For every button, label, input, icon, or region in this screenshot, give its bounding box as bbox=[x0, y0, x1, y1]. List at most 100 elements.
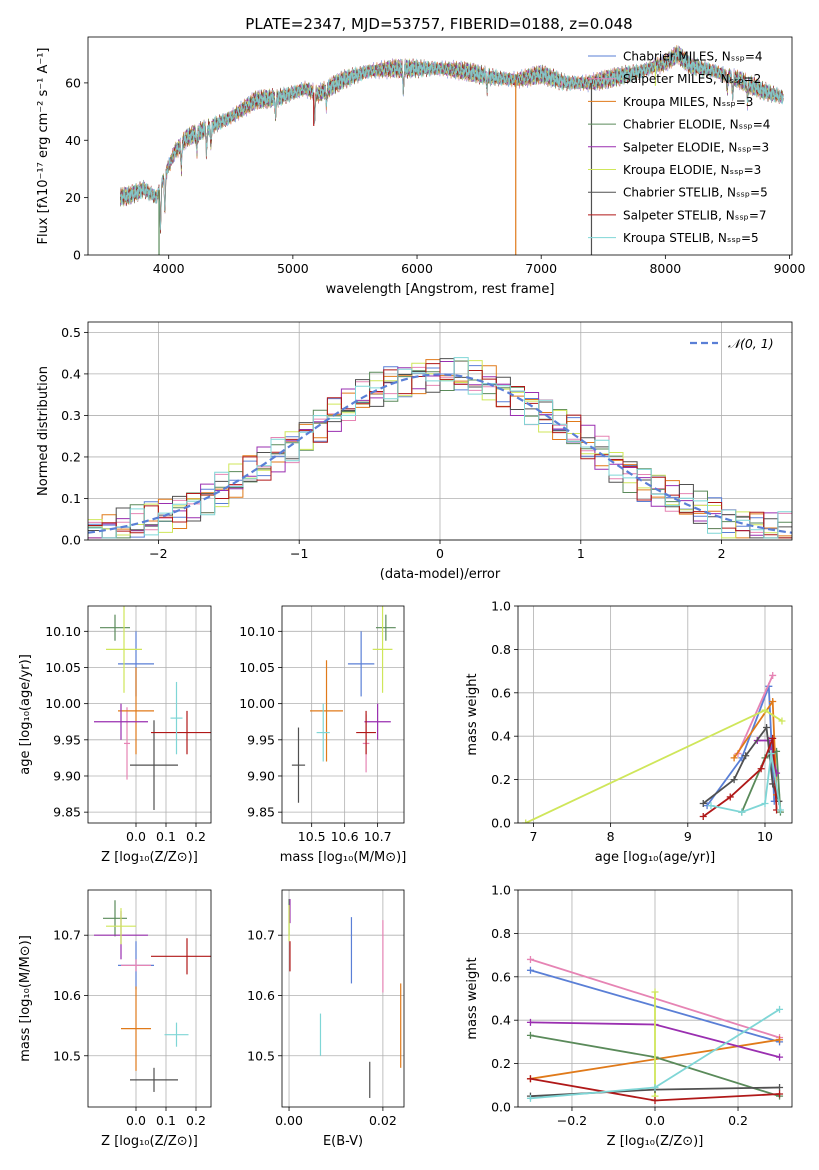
y-tick-label: 0.2 bbox=[491, 1056, 511, 1071]
y-tick-label: 0.5 bbox=[61, 325, 81, 340]
y-axis-label: Normed distribution bbox=[36, 366, 51, 496]
weight-marker-chabrier-stelib bbox=[742, 752, 750, 760]
y-tick-label: 10.00 bbox=[239, 696, 275, 711]
y-axis-label: mass weight bbox=[465, 673, 480, 755]
plot-area-residuals bbox=[88, 357, 792, 539]
histogram-salpeter-stelib bbox=[88, 363, 792, 539]
y-tick-label: 9.85 bbox=[247, 805, 275, 820]
y-axis-label: mass weight bbox=[465, 957, 480, 1039]
x-axis-label: mass [log₁₀(M/M⊙)] bbox=[280, 850, 407, 865]
x-tick-label: 0.00 bbox=[275, 1113, 303, 1128]
weight-marker-kroupa-stelib bbox=[767, 750, 775, 758]
x-tick-label: 8 bbox=[607, 829, 615, 844]
x-axis-label: Z [log₁₀(Z/Z⊙)] bbox=[101, 1134, 198, 1149]
x-tick-label: 5000 bbox=[277, 261, 309, 276]
y-tick-label: 10.6 bbox=[247, 988, 275, 1003]
x-tick-label: 7000 bbox=[525, 261, 557, 276]
y-axis-label: Flux [fλ10⁻¹⁷ erg cm⁻² s⁻¹ A⁻¹] bbox=[36, 48, 51, 245]
y-tick-label: 0 bbox=[73, 248, 81, 263]
x-tick-label: 0 bbox=[436, 546, 444, 561]
y-tick-label: 0.4 bbox=[491, 1013, 511, 1028]
y-tick-label: 40 bbox=[65, 133, 81, 148]
weight-marker-chabrier-stelib bbox=[763, 724, 771, 732]
panel-spectrum: 4000 5000 6000 7000 8000 9000 0 20 40 60 wavelengt… bbox=[36, 36, 806, 297]
x-axis-label: Z [log₁₀(Z/Z⊙)] bbox=[101, 850, 198, 865]
weight-marker-salpeter-stelib bbox=[776, 1090, 784, 1098]
weight-marker-salpeter-stelib bbox=[769, 734, 777, 742]
legend-entry-chabrier-stelib: Chabrier STELIB, Nₛₛₚ=5 bbox=[623, 186, 768, 200]
plot-area-spectrum bbox=[120, 45, 784, 255]
legend-entry-gaussian: 𝒩(0, 1) bbox=[728, 336, 774, 351]
panel-mass-age: 10.5 10.6 10.7 9.85 9.90 9.95 10.00 10.05 10.10 m… bbox=[239, 605, 407, 865]
y-tick-label: 0.4 bbox=[61, 366, 81, 381]
y-tick-label: 10.10 bbox=[239, 624, 275, 639]
x-tick-label: 7 bbox=[529, 829, 537, 844]
axes-frame bbox=[87, 605, 212, 824]
legend-entry-chabrier-elodie: Chabrier ELODIE, Nₛₛₚ=4 bbox=[623, 118, 770, 132]
x-axis-label: Z [log₁₀(Z/Z⊙)] bbox=[607, 1134, 704, 1149]
weight-marker-salpeter-stelib bbox=[651, 1096, 659, 1104]
x-tick-label: −0.2 bbox=[557, 1113, 587, 1128]
y-tick-label: 0.0 bbox=[491, 1100, 511, 1115]
plot-area-z-mass bbox=[94, 900, 211, 1092]
weight-marker-kroupa-elodie bbox=[651, 988, 659, 996]
panel-z-age: 0.0 0.1 0.2 9.85 9.90 9.95 10.00 10.05 10.10 Z [l… bbox=[18, 605, 212, 865]
y-tick-label: 0.8 bbox=[491, 926, 511, 941]
y-tick-label: 9.90 bbox=[247, 768, 275, 783]
gaussian-reference-curve bbox=[88, 373, 792, 534]
y-tick-label: 1.0 bbox=[491, 599, 511, 614]
plot-area-weight-z bbox=[526, 955, 784, 1104]
weight-marker-salpeter-stelib bbox=[526, 1075, 534, 1083]
x-axis-label: E(B-V) bbox=[323, 1134, 363, 1149]
panel-residuals: −2 −1 0 1 2 0.0 0.1 0.2 0.3 0.4 0.5 (data-model)/er… bbox=[36, 321, 793, 582]
legend-entry-kroupa-elodie: Kroupa ELODIE, Nₛₛₚ=3 bbox=[623, 163, 761, 177]
panel-ebv-mass: 0.00 0.02 10.5 10.6 10.7 E(B-V) bbox=[247, 889, 405, 1149]
x-tick-label: 0.0 bbox=[645, 1113, 665, 1128]
y-axis-label: age [log₁₀(age/yr)] bbox=[18, 654, 33, 775]
weight-marker-kroupa-miles bbox=[730, 754, 738, 762]
weight-marker-kroupa-elodie bbox=[778, 717, 786, 725]
weight-marker-salpeter-miles bbox=[769, 671, 777, 679]
x-axis-label: wavelength [Angstrom, rest frame] bbox=[326, 282, 555, 297]
axes-frame bbox=[87, 321, 793, 541]
plot-area-mass-age bbox=[291, 606, 396, 803]
weight-marker-salpeter-elodie bbox=[776, 1053, 784, 1061]
weight-marker-kroupa-miles bbox=[776, 1036, 784, 1044]
weight-marker-kroupa-stelib bbox=[761, 799, 769, 807]
x-tick-label: 0.1 bbox=[156, 829, 176, 844]
panel-weight-age: 7 8 9 10 0.0 0.2 0.4 0.6 0.8 1.0 age [log₁₀(age/yr… bbox=[465, 599, 793, 865]
weight-marker-chabrier-stelib bbox=[699, 799, 707, 807]
weight-marker-salpeter-stelib bbox=[757, 765, 765, 773]
plot-area-z-age bbox=[94, 606, 211, 810]
plot-area-weight-age bbox=[522, 671, 786, 823]
weight-marker-kroupa-elodie bbox=[761, 706, 769, 714]
y-tick-label: 10.05 bbox=[45, 660, 81, 675]
y-tick-label: 1.0 bbox=[491, 883, 511, 898]
x-tick-label: 0.0 bbox=[126, 1113, 146, 1128]
axes-frame bbox=[517, 889, 793, 1108]
y-tick-label: 0.2 bbox=[61, 449, 81, 464]
x-tick-label: −2 bbox=[149, 546, 167, 561]
y-tick-label: 0.6 bbox=[491, 685, 511, 700]
x-tick-label: 0.0 bbox=[126, 829, 146, 844]
weight-marker-chabrier-stelib bbox=[776, 1083, 784, 1091]
y-tick-label: 0.4 bbox=[491, 729, 511, 744]
x-tick-label: 9000 bbox=[774, 261, 806, 276]
y-tick-label: 0.0 bbox=[61, 533, 81, 548]
weight-marker-salpeter-stelib bbox=[699, 812, 707, 820]
axes-frame bbox=[517, 605, 793, 824]
x-tick-label: 0.2 bbox=[186, 1113, 206, 1128]
y-tick-label: 9.95 bbox=[247, 732, 275, 747]
y-tick-label: 10.5 bbox=[53, 1048, 81, 1063]
weight-marker-salpeter-elodie bbox=[526, 1018, 534, 1026]
weight-marker-kroupa-stelib bbox=[776, 806, 784, 814]
weight-marker-kroupa-miles bbox=[769, 697, 777, 705]
x-tick-label: 0.2 bbox=[728, 1113, 748, 1128]
x-tick-label: 9 bbox=[684, 829, 692, 844]
y-tick-label: 0.0 bbox=[491, 816, 511, 831]
weight-marker-kroupa-elodie bbox=[522, 819, 530, 823]
histogram-kroupa-stelib bbox=[88, 357, 792, 539]
x-tick-label: −1 bbox=[290, 546, 308, 561]
y-tick-label: 10.6 bbox=[53, 988, 81, 1003]
figure-title: PLATE=2347, MJD=53757, FIBERID=0188, z=0… bbox=[245, 15, 632, 33]
